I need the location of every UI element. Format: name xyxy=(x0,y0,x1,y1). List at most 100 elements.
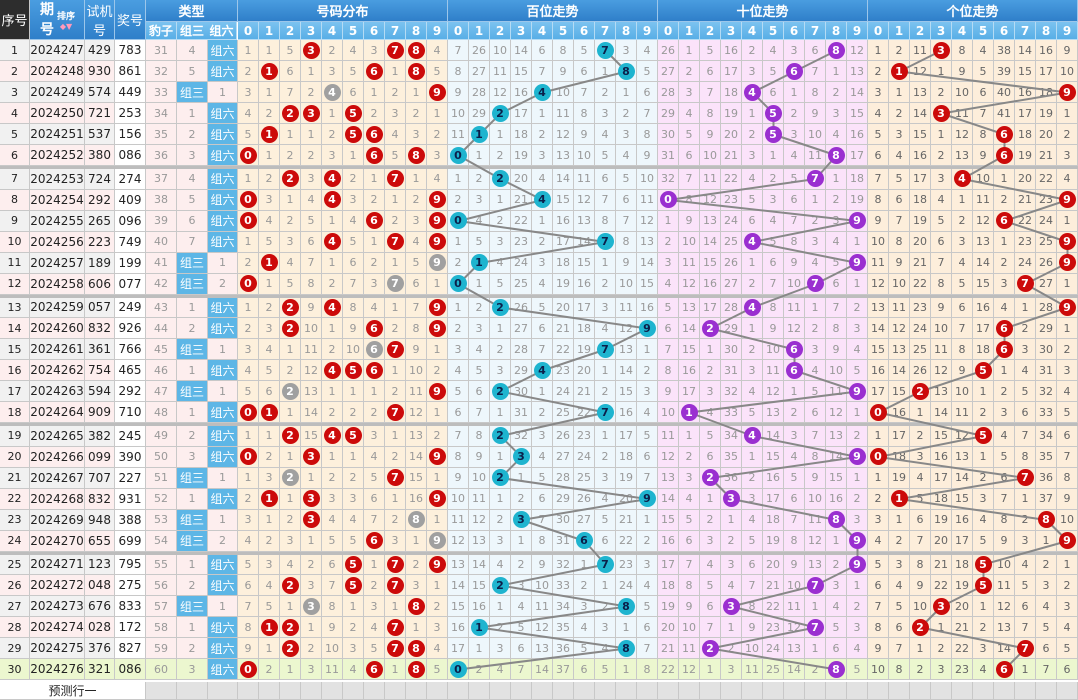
predict-cell[interactable] xyxy=(826,682,847,700)
header-digit: 4 xyxy=(952,22,973,40)
header-digit: 3 xyxy=(931,22,952,40)
row-seq: 14 xyxy=(0,318,30,339)
sort-toggle[interactable]: 排序 ◆▼ xyxy=(56,11,75,31)
predict-cell[interactable] xyxy=(784,682,805,700)
predict-cell[interactable] xyxy=(301,682,322,700)
predict-cell[interactable] xyxy=(889,682,910,700)
units-miss: 7 xyxy=(1036,659,1057,680)
predict-cell[interactable] xyxy=(973,682,994,700)
predict-cell[interactable] xyxy=(259,682,280,700)
predict-row-label[interactable]: 预测行一 xyxy=(0,682,146,700)
hundreds-miss: 1 xyxy=(448,297,469,318)
hundreds-miss: 4 xyxy=(637,575,658,596)
predict-cell[interactable] xyxy=(994,682,1015,700)
dist-miss: 1 xyxy=(385,425,406,447)
header-period[interactable]: 期号 排序 ◆▼ xyxy=(30,0,85,40)
predict-cell[interactable] xyxy=(146,682,177,700)
predict-cell[interactable] xyxy=(868,682,889,700)
predict-cell[interactable] xyxy=(637,682,658,700)
predict-cell[interactable] xyxy=(343,682,364,700)
tens-miss: 9 xyxy=(763,318,784,339)
units-miss: 13 xyxy=(973,231,994,253)
units-miss: 2 xyxy=(973,467,994,489)
units-miss: 2 xyxy=(931,638,952,659)
units-miss: 2 xyxy=(1057,339,1078,360)
units-miss: 2 xyxy=(931,82,952,103)
header-digit: 2 xyxy=(490,22,511,40)
tens-miss: 23 xyxy=(721,189,742,211)
predict-cell[interactable] xyxy=(469,682,490,700)
predict-cell[interactable] xyxy=(280,682,301,700)
predict-cell[interactable] xyxy=(553,682,574,700)
predict-cell[interactable] xyxy=(448,682,469,700)
header-digit: 7 xyxy=(595,22,616,40)
predict-cell[interactable] xyxy=(742,682,763,700)
sort-arrows-icon[interactable]: ◆▼ xyxy=(59,21,73,31)
tens-miss: 4 xyxy=(742,509,763,531)
predict-cell[interactable] xyxy=(208,682,238,700)
units-miss: 19 xyxy=(910,210,931,232)
row-period: 2024253 xyxy=(30,168,85,190)
tens-miss: 4 xyxy=(763,40,784,61)
units-miss: 3 xyxy=(973,488,994,510)
tens-miss: 8 xyxy=(826,318,847,339)
hundreds-miss: 10 xyxy=(448,103,469,124)
predict-cell[interactable] xyxy=(805,682,826,700)
predict-cell[interactable] xyxy=(679,682,700,700)
dist-miss: 5 xyxy=(238,124,259,145)
tens-miss: 4 xyxy=(784,145,805,166)
tens-miss: 5 xyxy=(742,530,763,552)
predict-cell[interactable] xyxy=(1015,682,1036,700)
predict-cell[interactable] xyxy=(1036,682,1057,700)
predict-cell[interactable] xyxy=(721,682,742,700)
hundreds-ball: 3 xyxy=(512,448,530,465)
row-award: 390 xyxy=(115,446,146,468)
type-baozi: 34 xyxy=(146,103,177,124)
predict-cell[interactable] xyxy=(616,682,637,700)
hundreds-miss: 25 xyxy=(511,273,532,295)
units-miss: 17 xyxy=(1036,61,1057,82)
tens-miss: 13 xyxy=(679,297,700,318)
hundreds-cell: 2 xyxy=(490,467,511,489)
units-miss: 6 xyxy=(889,189,910,211)
row-award: 699 xyxy=(115,530,146,552)
predict-cell[interactable] xyxy=(763,682,784,700)
predict-cell[interactable] xyxy=(322,682,343,700)
dist-miss: 15 xyxy=(406,467,427,489)
hundreds-miss: 30 xyxy=(511,381,532,402)
predict-cell[interactable] xyxy=(238,682,259,700)
tens-miss: 12 xyxy=(763,381,784,402)
predict-cell[interactable] xyxy=(364,682,385,700)
dist-ball: 0 xyxy=(239,660,257,678)
predict-cell[interactable] xyxy=(385,682,406,700)
tens-miss: 16 xyxy=(826,488,847,510)
tens-miss: 31 xyxy=(721,360,742,381)
predict-cell[interactable] xyxy=(511,682,532,700)
predict-cell[interactable] xyxy=(847,682,868,700)
predict-cell[interactable] xyxy=(490,682,511,700)
units-miss: 4 xyxy=(868,530,889,552)
dist-ball: 7 xyxy=(386,403,404,421)
predict-cell[interactable] xyxy=(177,682,208,700)
predict-cell[interactable] xyxy=(595,682,616,700)
predict-cell[interactable] xyxy=(406,682,427,700)
hundreds-miss: 11 xyxy=(553,103,574,124)
predict-cell[interactable] xyxy=(574,682,595,700)
predict-cell[interactable] xyxy=(1057,682,1078,700)
tens-ball: 4 xyxy=(743,298,761,316)
dist-miss: 2 xyxy=(364,252,385,274)
tens-miss: 6 xyxy=(763,82,784,103)
dist-miss: 8 xyxy=(343,297,364,318)
predict-cell[interactable] xyxy=(700,682,721,700)
predict-cell[interactable] xyxy=(658,682,679,700)
tens-miss: 7 xyxy=(805,425,826,447)
predict-cell[interactable] xyxy=(931,682,952,700)
predict-cell[interactable] xyxy=(427,682,448,700)
predict-cell[interactable] xyxy=(952,682,973,700)
dist-miss: 2 xyxy=(259,446,280,468)
units-miss: 2 xyxy=(889,103,910,124)
dist-miss: 10 xyxy=(301,318,322,339)
predict-cell[interactable] xyxy=(910,682,931,700)
predict-cell[interactable] xyxy=(532,682,553,700)
units-cell: 3 xyxy=(931,103,952,124)
